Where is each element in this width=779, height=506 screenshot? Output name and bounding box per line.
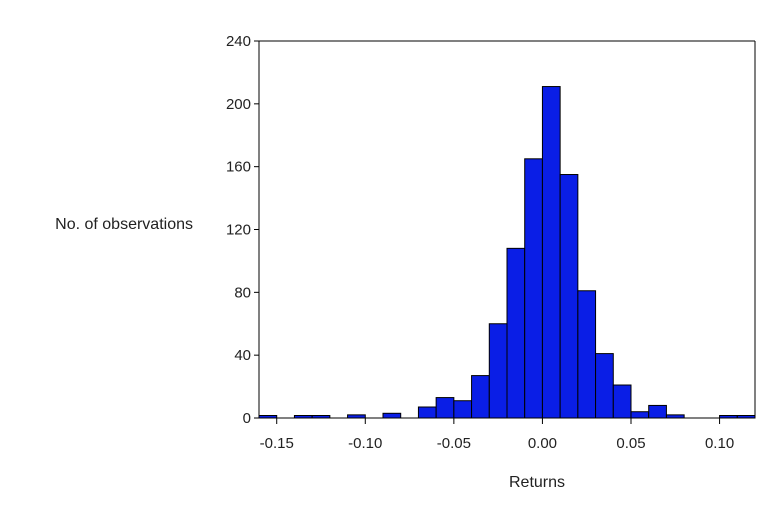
histogram-bar-6 xyxy=(435,397,455,419)
y-tick-label-6: 240 xyxy=(226,33,251,50)
histogram-bar-12 xyxy=(541,86,561,419)
y-tick-label-4: 160 xyxy=(226,159,251,176)
histogram-bar-11 xyxy=(524,158,543,419)
x-tick-label-0: -0.15 xyxy=(260,435,294,452)
y-axis-title: No. of observations xyxy=(55,216,193,233)
y-tick-label-3: 120 xyxy=(226,222,251,239)
histogram-bar-5 xyxy=(417,406,437,419)
x-tick-label-3: 0.00 xyxy=(528,435,557,452)
histogram-bar-7 xyxy=(453,400,473,419)
histogram-bar-16 xyxy=(612,384,632,419)
x-tick-label-5: 0.10 xyxy=(705,435,734,452)
histogram-bar-13 xyxy=(559,174,579,419)
x-axis-title: Returns xyxy=(509,474,565,491)
histogram-bar-4 xyxy=(382,412,402,419)
histogram-bar-10 xyxy=(506,247,526,419)
y-ticks-group: 0 40 80 120 160 200 240 xyxy=(226,33,259,427)
y-tick-label-2: 80 xyxy=(234,284,251,301)
histogram-bar-18 xyxy=(648,404,667,419)
x-tick-label-2: -0.05 xyxy=(437,435,471,452)
x-tick-label-1: -0.10 xyxy=(348,435,382,452)
histogram-bar-9 xyxy=(488,323,508,419)
y-tick-label-5: 200 xyxy=(226,96,251,113)
histogram-bar-14 xyxy=(577,290,597,419)
bars-group xyxy=(258,86,756,419)
histogram-bar-15 xyxy=(595,353,614,419)
x-ticks-group: -0.15 -0.10 -0.05 0.00 0.05 0.10 xyxy=(260,418,734,452)
histogram-bar-17 xyxy=(630,411,650,419)
y-tick-label-0: 0 xyxy=(243,410,251,427)
x-tick-label-4: 0.05 xyxy=(616,435,645,452)
y-tick-label-1: 40 xyxy=(234,347,251,364)
histogram-bar-8 xyxy=(471,375,490,419)
